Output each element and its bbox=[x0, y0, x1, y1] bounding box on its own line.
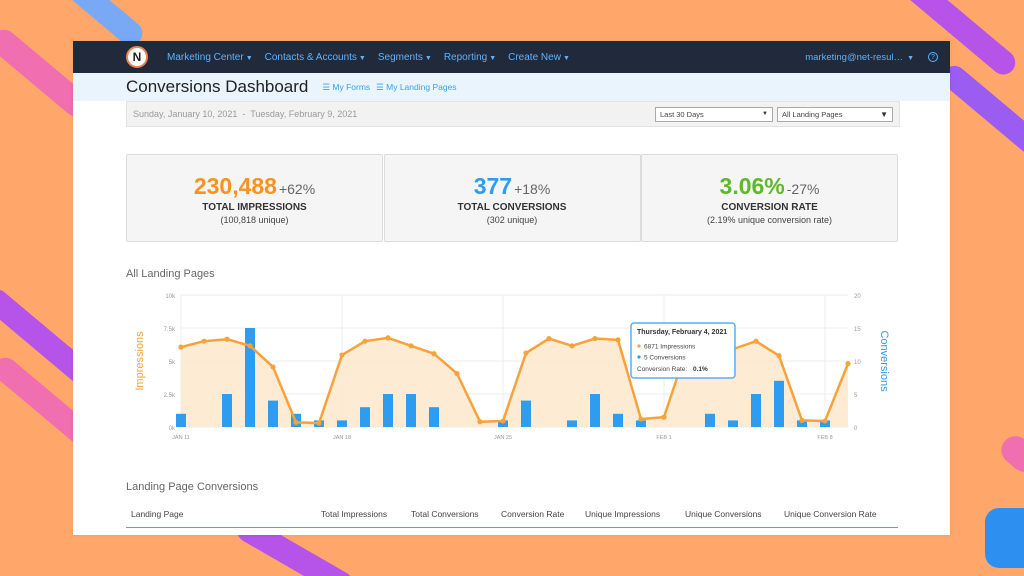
my-forms-link[interactable]: ☰ My Forms bbox=[322, 82, 370, 93]
period-select[interactable]: Last 30 Days ▼ bbox=[655, 106, 773, 122]
impressions-unique: (100,818 unique) bbox=[220, 215, 289, 225]
my-landing-pages-link[interactable]: ☰ My Landing Pages bbox=[376, 82, 456, 93]
conversions-label: TOTAL CONVERSIONS bbox=[457, 202, 567, 213]
account-label: marketing@net-resul… bbox=[805, 51, 904, 63]
conversion-rate-value: 3.06% bbox=[719, 173, 785, 199]
period-value: Last 30 Days bbox=[660, 109, 704, 119]
chevron-down-icon: ▼ bbox=[762, 111, 768, 117]
link-label: My Forms bbox=[332, 81, 371, 92]
conversion-rate-card: 3.06% -27% CONVERSION RATE (2.19% unique … bbox=[641, 154, 898, 242]
impressions-card: 230,488 +62% TOTAL IMPRESSIONS (100,818 u… bbox=[126, 154, 383, 242]
account-menu[interactable]: marketing@net-resul… ▼ bbox=[805, 52, 914, 63]
logo-icon[interactable]: N bbox=[126, 46, 148, 68]
nav-contacts-accounts[interactable]: Contacts & Accounts ▼ bbox=[265, 52, 366, 63]
chevron-down-icon: ▼ bbox=[880, 109, 888, 119]
nav-label: Marketing Center bbox=[167, 51, 244, 63]
conversions-unique: (302 unique) bbox=[486, 215, 538, 225]
filter-bar: Sunday, January 10, 2021 - Tuesday, Febr… bbox=[126, 101, 900, 127]
caret-down-icon: ▼ bbox=[358, 54, 366, 62]
conversions-change: +18% bbox=[514, 181, 551, 197]
caret-down-icon: ▼ bbox=[907, 54, 914, 62]
impressions-change: +62% bbox=[278, 181, 316, 197]
app-window: N Marketing Center ▼ Contacts & Accounts ▼… bbox=[73, 41, 950, 535]
link-label: My Landing Pages bbox=[386, 81, 457, 92]
nav-right: marketing@net-resul… ▼ ? bbox=[805, 52, 938, 63]
title-bar: Conversions Dashboard ☰ My Forms ☰ My La… bbox=[73, 73, 950, 101]
nav-create-new[interactable]: Create New ▼ bbox=[508, 52, 570, 63]
caret-down-icon: ▼ bbox=[424, 54, 432, 62]
impressions-label: TOTAL IMPRESSIONS bbox=[202, 202, 307, 213]
nav-label: Create New bbox=[508, 51, 561, 63]
logo-letter: N bbox=[132, 50, 142, 64]
help-icon[interactable]: ? bbox=[928, 52, 938, 62]
conversion-rate-label: CONVERSION RATE bbox=[721, 202, 818, 213]
nav-label: Segments bbox=[377, 51, 423, 63]
conversions-value: 377 bbox=[473, 173, 513, 199]
nav-marketing-center[interactable]: Marketing Center ▼ bbox=[167, 52, 253, 63]
conversions-card: 377 +18% TOTAL CONVERSIONS (302 unique) bbox=[383, 154, 641, 242]
nav-menu: Marketing Center ▼ Contacts & Accounts ▼ S… bbox=[167, 52, 570, 63]
bg-stripe bbox=[995, 430, 1024, 478]
nav-label: Contacts & Accounts bbox=[264, 51, 357, 63]
list-icon: ☰ bbox=[322, 81, 333, 92]
kpi-cards: 230,488 +62% TOTAL IMPRESSIONS (100,818 u… bbox=[126, 154, 898, 242]
pages-value: All Landing Pages bbox=[782, 109, 843, 119]
nav-label: Reporting bbox=[443, 51, 488, 63]
caret-down-icon: ▼ bbox=[489, 54, 497, 62]
landing-page-select[interactable]: All Landing Pages ▼ bbox=[777, 106, 893, 122]
list-icon: ☰ bbox=[376, 81, 387, 92]
help-glyph: ? bbox=[931, 53, 935, 61]
caret-down-icon: ▼ bbox=[562, 54, 570, 62]
impressions-value: 230,488 bbox=[193, 173, 277, 199]
caret-down-icon: ▼ bbox=[245, 54, 253, 62]
bg-stripe bbox=[985, 508, 1024, 568]
bg-stripe bbox=[937, 61, 1024, 163]
conversion-rate-unique: (2.19% unique conversion rate) bbox=[706, 215, 833, 225]
nav-segments[interactable]: Segments ▼ bbox=[378, 52, 432, 63]
date-range: Sunday, January 10, 2021 - Tuesday, Febr… bbox=[133, 109, 358, 119]
page-title: Conversions Dashboard bbox=[126, 77, 309, 96]
conversion-rate-change: -27% bbox=[786, 181, 820, 197]
nav-reporting[interactable]: Reporting ▼ bbox=[444, 52, 496, 63]
top-nav: N Marketing Center ▼ Contacts & Accounts ▼… bbox=[73, 41, 950, 73]
